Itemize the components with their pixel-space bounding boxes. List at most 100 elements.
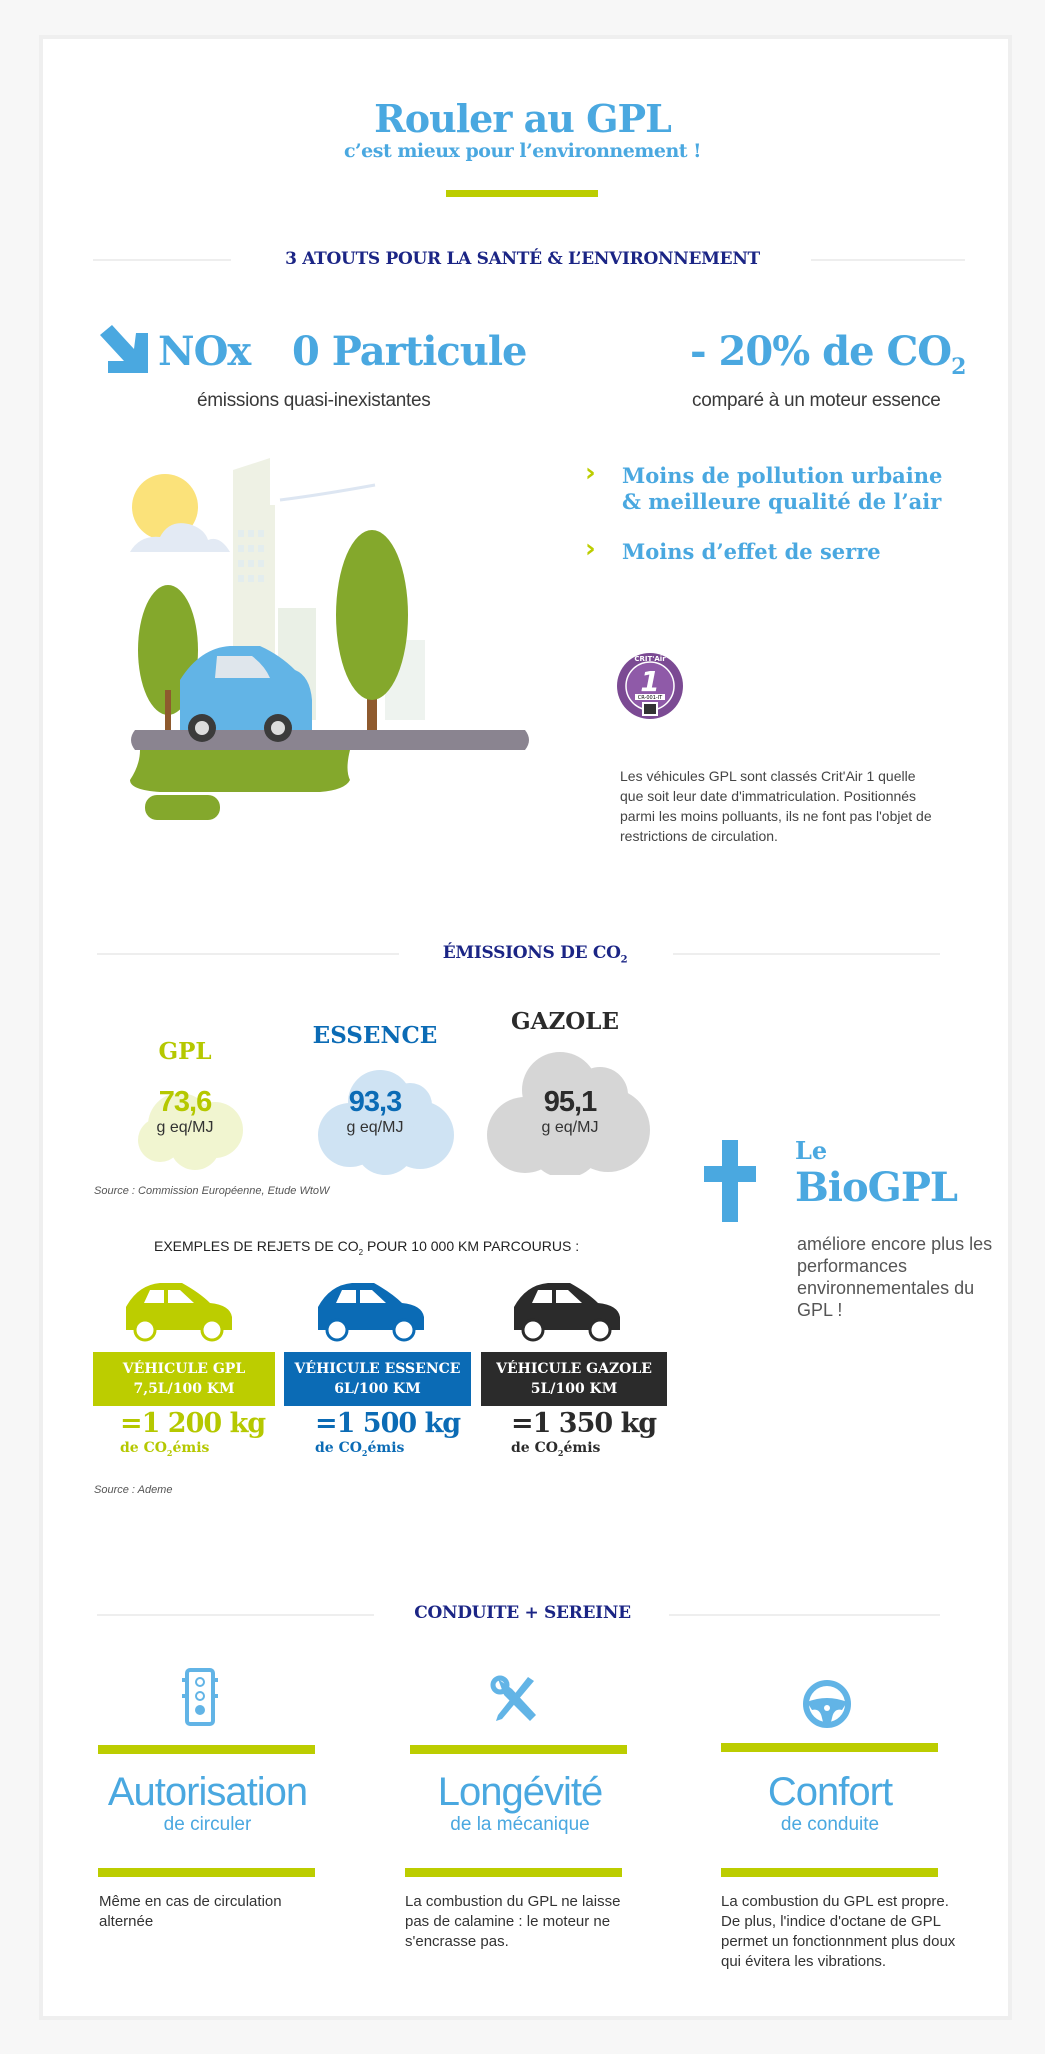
nox-subtext: émissions quasi-inexistantes [197,390,431,411]
feature-subtitle: de circuler [163,1814,252,1835]
feature-divider [721,1743,938,1752]
unit: g eq/MJ [346,1119,404,1136]
divider-line [811,259,965,261]
bullet-effet-serre: Moins d’effet de serre [622,539,881,564]
vehicle-box-gpl: VÉHICULE GPL 7,5L/100 KM [93,1352,275,1406]
grass [130,750,350,792]
unit: g eq/MJ [541,1119,599,1136]
value: 73,6 [158,1086,212,1118]
co2-subtext: comparé à un moteur essence [692,390,941,411]
road [131,730,529,750]
subscript: 2 [557,1447,564,1458]
vehicle-consumption: 7,5L/100 KM [133,1381,235,1397]
bullet-line: & meilleure qualité de l’air [622,489,942,514]
vehicle-box-gazole: VÉHICULE GAZOLE 5L/100 KM [481,1352,667,1406]
vehicle-consumption: 6L/100 KM [334,1381,421,1397]
vehicle-icons [126,1283,620,1342]
value: 93,3 [348,1086,402,1118]
text: EXEMPLES DE REJETS DE CO [154,1238,359,1254]
feature-divider [721,1868,938,1877]
emis-essence: de CO2émis [315,1440,404,1458]
text: émis [563,1440,601,1456]
car-icon-essence [318,1283,424,1342]
divider-line [97,1614,374,1616]
critair-badge: CRIT'Air 1 CR-001-IT [617,653,683,719]
biogpl-text: améliore encore plus les performances en… [797,1234,993,1320]
emission-clouds [138,1052,650,1175]
car-icon-gazole [514,1283,620,1342]
biogpl-le: Le [795,1136,828,1165]
section-heading-emissions: ÉMISSIONS DE CO2 [400,943,670,965]
divider-line [93,259,231,261]
subscript: 2 [361,1447,368,1458]
tree [336,530,408,700]
value: 95,1 [543,1086,597,1118]
feature-divider [98,1868,315,1877]
text: de CO [120,1440,167,1456]
source-ademe: Source : Ademe [94,1484,173,1496]
vehicle-box-essence: VÉHICULE ESSENCE 6L/100 KM [284,1352,471,1406]
bullet-pollution: Moins de pollution urbaine & meilleure qu… [622,463,942,515]
source-commission: Source : Commission Européenne, Etude Wt… [94,1185,330,1197]
co2-subscript: 2 [951,354,966,380]
car-icon-gpl [126,1283,232,1342]
car-illustration [180,646,312,730]
feature-text: La combustion du GPL ne laisse pas de ca… [405,1893,621,1950]
feature-title-confort: Confort [767,1770,893,1814]
unit: g eq/MJ [156,1119,214,1136]
kg-essence: =1 500 kg [315,1408,461,1439]
vehicle-consumption: 5L/100 KM [530,1381,618,1397]
fuel-label-gpl: GPL [158,1038,212,1065]
divider-line [669,1614,940,1616]
particule-label: 0 Particule [292,328,528,375]
feature-divider [98,1745,315,1754]
page-subtitle: c’est mieux pour l’environnement ! [343,140,702,162]
co2-reduction: - 20% de CO2 [690,328,966,380]
page-title: Rouler au GPL [374,96,672,141]
bullet-line: Moins de pollution urbaine [622,463,943,488]
vehicle-label: VÉHICULE GAZOLE [496,1361,652,1377]
feature-title-longevite: Longévité [437,1770,603,1814]
subscript: 2 [620,954,628,966]
arrow-down-right-icon [100,325,148,373]
feature-subtitle: de conduite [780,1814,880,1835]
feature-divider [410,1745,627,1754]
vehicle-label: VÉHICULE GPL [122,1361,246,1377]
biogpl-title: BioGPL [795,1164,958,1211]
co2-reduction-text: - 20% de CO [690,328,952,375]
feature-divider [405,1868,622,1877]
kg-gazole: =1 350 kg [511,1408,657,1439]
divider-line [97,953,399,955]
text: émis [172,1440,210,1456]
critair-number: 1 [640,665,659,698]
text: de CO [511,1440,558,1456]
text: POUR 10 000 KM PARCOURUS : [363,1238,580,1254]
kg-gpl: =1 200 kg [120,1408,266,1439]
feature-text: La combustion du GPL est propre. De plus… [721,1893,956,1970]
city-car-illustration [130,458,529,820]
divider-line [673,953,940,955]
plus-icon [704,1140,756,1222]
text: émis [367,1440,405,1456]
critair-description: Les véhicules GPL sont classés Crit'Air … [620,768,932,844]
section-heading-atouts: 3 ATOUTS POUR LA SANTÉ & L’ENVIRONNEMENT [285,249,760,269]
emis-gazole: de CO2émis [511,1440,600,1458]
vehicle-label: VÉHICULE ESSENCE [294,1361,461,1377]
cloud-value-gpl: 73,6 g eq/MJ [130,1086,240,1137]
cloud-gazole [487,1052,650,1175]
subscript: 2 [166,1447,173,1458]
subscript: 2 [358,1247,364,1257]
text: de CO [315,1440,362,1456]
fuel-label-essence: ESSENCE [312,1022,438,1049]
cloud-icon [130,523,230,552]
critair-title: CRIT'Air [634,655,666,663]
critair-code: CR-001-IT [638,695,663,701]
traffic-light-icon [182,1668,218,1726]
section-heading-conduite: CONDUITE + SEREINE [414,1603,631,1623]
title-divider [446,190,598,197]
emis-gpl: de CO2émis [120,1440,209,1458]
cloud-gpl [138,1093,243,1170]
fuel-label-gazole: GAZOLE [510,1008,619,1035]
cloud-value-essence: 93,3 g eq/MJ [320,1086,430,1137]
nox-label: NOx [158,328,251,375]
